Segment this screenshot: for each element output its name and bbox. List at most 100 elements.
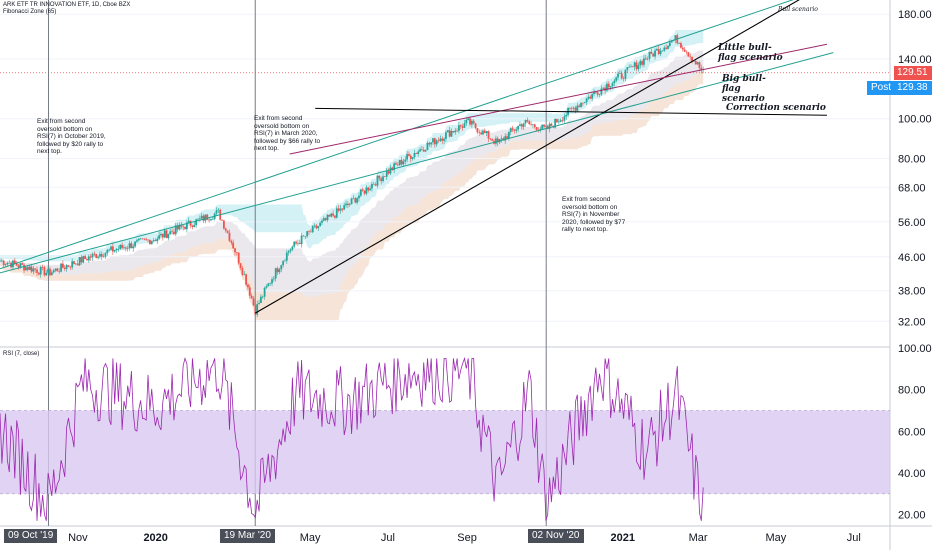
candle-body-46 bbox=[84, 256, 87, 259]
candle-body-210 bbox=[387, 171, 390, 174]
candle-body-255 bbox=[470, 120, 473, 125]
candle-body-322 bbox=[594, 92, 597, 93]
candle-body-333 bbox=[615, 77, 618, 81]
candle-body-165 bbox=[304, 236, 307, 237]
candle-body-54 bbox=[99, 254, 101, 257]
candle-body-16 bbox=[28, 266, 31, 270]
candle-body-146 bbox=[269, 283, 272, 284]
candle-body-194 bbox=[358, 195, 360, 199]
candle-body-69 bbox=[126, 248, 129, 249]
correction-line bbox=[315, 107, 827, 116]
price-axis[interactable]: 32.00 38.00 46.00 56.00 68.00 80.00 100.00 140.… bbox=[898, 9, 932, 521]
candle-body-372 bbox=[687, 52, 690, 57]
candle-body-229 bbox=[422, 149, 425, 152]
rsi-tick-label-4: 100.00 bbox=[898, 343, 932, 355]
candle-body-9 bbox=[15, 263, 18, 266]
candle-body-340 bbox=[628, 67, 631, 68]
candle-body-342 bbox=[631, 66, 634, 68]
candle-body-297 bbox=[548, 123, 551, 129]
candle-body-200 bbox=[369, 188, 371, 191]
candle-body-153 bbox=[282, 261, 285, 266]
candle-body-27 bbox=[49, 268, 51, 276]
post-label: Post bbox=[866, 81, 895, 95]
time-axis[interactable]: Nov2020MarMayJulSepNov2021MarMayJul bbox=[68, 532, 861, 544]
candle-body-259 bbox=[478, 132, 481, 133]
candle-body-20 bbox=[36, 269, 38, 273]
candle-body-276 bbox=[509, 128, 512, 133]
candle-body-189 bbox=[348, 204, 351, 205]
candle-body-182 bbox=[335, 208, 338, 218]
candle-body-127 bbox=[234, 248, 236, 253]
candle-body-139 bbox=[256, 304, 259, 315]
rsi-title: RSI (7, close) bbox=[3, 351, 40, 357]
candle-body-8 bbox=[13, 260, 16, 264]
candle-body-258 bbox=[476, 128, 479, 133]
candle-body-281 bbox=[519, 124, 521, 126]
candle-body-208 bbox=[383, 176, 386, 177]
candle-body-161 bbox=[297, 242, 299, 244]
candle-body-369 bbox=[681, 47, 684, 50]
candle-body-251 bbox=[463, 123, 466, 128]
candle-body-245 bbox=[452, 130, 455, 133]
candle-body-227 bbox=[419, 149, 421, 152]
candle-body-85 bbox=[156, 238, 159, 242]
candle-body-207 bbox=[382, 176, 384, 182]
candle-body-11 bbox=[19, 263, 22, 268]
candle-body-37 bbox=[67, 265, 70, 267]
candle-body-24 bbox=[43, 267, 46, 276]
candle-body-294 bbox=[543, 124, 545, 127]
candle-body-144 bbox=[265, 286, 268, 288]
candle-body-60 bbox=[110, 246, 112, 250]
candle-body-172 bbox=[317, 226, 320, 229]
candle-body-78 bbox=[143, 238, 146, 240]
candle-body-317 bbox=[585, 98, 588, 103]
candle-body-12 bbox=[21, 263, 24, 265]
candle-body-253 bbox=[467, 118, 470, 120]
candle-body-302 bbox=[557, 121, 560, 123]
rsi-tick-label-0: 20.00 bbox=[898, 510, 926, 522]
candle-body-33 bbox=[60, 263, 62, 272]
candle-body-341 bbox=[630, 66, 632, 68]
candle-body-22 bbox=[39, 267, 42, 275]
bull-scenario-line bbox=[254, 0, 800, 314]
candle-body-82 bbox=[150, 241, 153, 245]
candle-body-80 bbox=[147, 239, 149, 241]
candle-body-178 bbox=[328, 214, 331, 217]
candle-body-57 bbox=[104, 252, 107, 257]
candle-body-169 bbox=[311, 226, 314, 233]
candle-body-252 bbox=[465, 119, 468, 124]
candle-body-230 bbox=[424, 150, 427, 152]
candle-body-363 bbox=[670, 41, 673, 43]
candle-body-205 bbox=[378, 175, 381, 179]
time-tick-label-9: May bbox=[766, 532, 787, 544]
candle-body-334 bbox=[617, 73, 619, 78]
candle-body-352 bbox=[650, 51, 653, 54]
candle-body-357 bbox=[659, 50, 662, 55]
candle-body-81 bbox=[148, 239, 151, 245]
candle-body-312 bbox=[576, 105, 579, 111]
candle-body-112 bbox=[206, 214, 209, 220]
candle-body-86 bbox=[158, 235, 161, 239]
candle-body-148 bbox=[272, 278, 275, 280]
candle-body-180 bbox=[332, 213, 334, 216]
candle-body-261 bbox=[482, 130, 484, 135]
price-tick-label-7: 140.00 bbox=[898, 54, 932, 66]
candle-body-125 bbox=[230, 240, 233, 243]
candle-body-198 bbox=[365, 187, 368, 194]
candle-body-98 bbox=[180, 224, 183, 227]
candle-body-355 bbox=[656, 49, 658, 51]
candle-body-373 bbox=[689, 56, 692, 58]
candle-body-151 bbox=[278, 269, 281, 273]
candle-body-95 bbox=[174, 225, 177, 235]
candle-body-365 bbox=[674, 35, 677, 41]
candle-body-132 bbox=[243, 274, 246, 275]
candle-body-53 bbox=[97, 256, 99, 258]
price-tick-label-0: 32.00 bbox=[898, 316, 926, 328]
candle-body-234 bbox=[432, 138, 434, 143]
candle-body-303 bbox=[559, 120, 562, 122]
candle-body-238 bbox=[439, 138, 442, 142]
candle-body-89 bbox=[163, 230, 166, 238]
candle-body-211 bbox=[389, 167, 392, 174]
little-bull-flag-line bbox=[289, 43, 828, 155]
